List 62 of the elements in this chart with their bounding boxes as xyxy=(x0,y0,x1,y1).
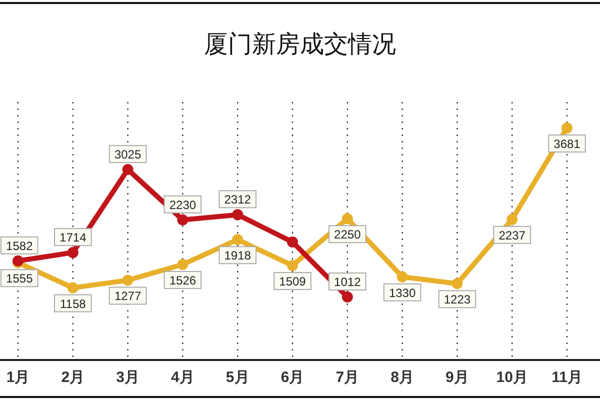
data-label: 1555 xyxy=(6,272,34,286)
label: 1918 xyxy=(218,246,256,264)
chart-title: 厦门新房成交情况 xyxy=(204,30,396,58)
data-label: 1714 xyxy=(60,230,87,245)
point xyxy=(562,122,572,134)
x-tick-label: 7月 xyxy=(336,369,360,386)
point xyxy=(122,164,134,176)
point xyxy=(506,214,518,225)
point xyxy=(342,213,353,224)
data-label: 2312 xyxy=(224,192,252,207)
point xyxy=(287,260,298,272)
x-tick-label: 1月 xyxy=(6,369,30,386)
data-label: 1330 xyxy=(388,286,416,300)
point xyxy=(232,234,244,246)
data-label: 1526 xyxy=(169,273,196,288)
label: 2237 xyxy=(493,226,531,244)
label: 1555 xyxy=(0,269,38,288)
point xyxy=(122,274,134,286)
x-tick-label: 8月 xyxy=(390,369,414,386)
point xyxy=(287,236,298,248)
label: 1330 xyxy=(383,283,422,302)
x-tick-label: 2月 xyxy=(61,369,85,386)
label: 3025 xyxy=(108,145,147,164)
data-label: 1277 xyxy=(114,289,142,304)
data-label: 2230 xyxy=(169,198,196,212)
point xyxy=(396,271,408,282)
label: 3681 xyxy=(548,134,586,152)
label: 1714 xyxy=(54,228,92,246)
data-label: 2237 xyxy=(498,228,526,242)
label: 1582 xyxy=(0,236,38,254)
point xyxy=(177,258,188,270)
data-label: 1918 xyxy=(224,248,252,263)
data-label: 1509 xyxy=(279,274,306,289)
x-tick-label: 10月 xyxy=(496,369,528,386)
x-tick-label: 5月 xyxy=(226,369,250,386)
point xyxy=(342,292,353,302)
x-tick-label: 9月 xyxy=(446,369,469,386)
data-label: 1012 xyxy=(334,275,362,289)
point xyxy=(177,214,188,226)
data-label: 1158 xyxy=(60,296,86,311)
label: 1526 xyxy=(164,270,202,289)
data-label: 2250 xyxy=(334,228,362,242)
label: 2312 xyxy=(218,190,256,208)
x-tick-label: 6月 xyxy=(280,369,304,386)
point xyxy=(67,282,78,294)
data-label: 1223 xyxy=(444,292,471,307)
data-label: 1582 xyxy=(6,238,34,253)
label: 1277 xyxy=(108,286,147,305)
label: 2230 xyxy=(164,195,202,214)
label: 1509 xyxy=(274,272,312,290)
data-label: 3025 xyxy=(114,148,142,162)
label: 1223 xyxy=(438,290,476,308)
x-tick-label: 3月 xyxy=(116,369,140,386)
x-tick-label: 4月 xyxy=(171,369,194,386)
point xyxy=(67,247,78,258)
point xyxy=(452,278,463,290)
label: 1012 xyxy=(328,272,366,290)
point xyxy=(232,209,244,220)
label: 1158 xyxy=(54,294,92,312)
data-label: 3681 xyxy=(554,137,581,151)
x-tick-label: 11月 xyxy=(552,369,582,386)
label: 2250 xyxy=(328,225,366,244)
